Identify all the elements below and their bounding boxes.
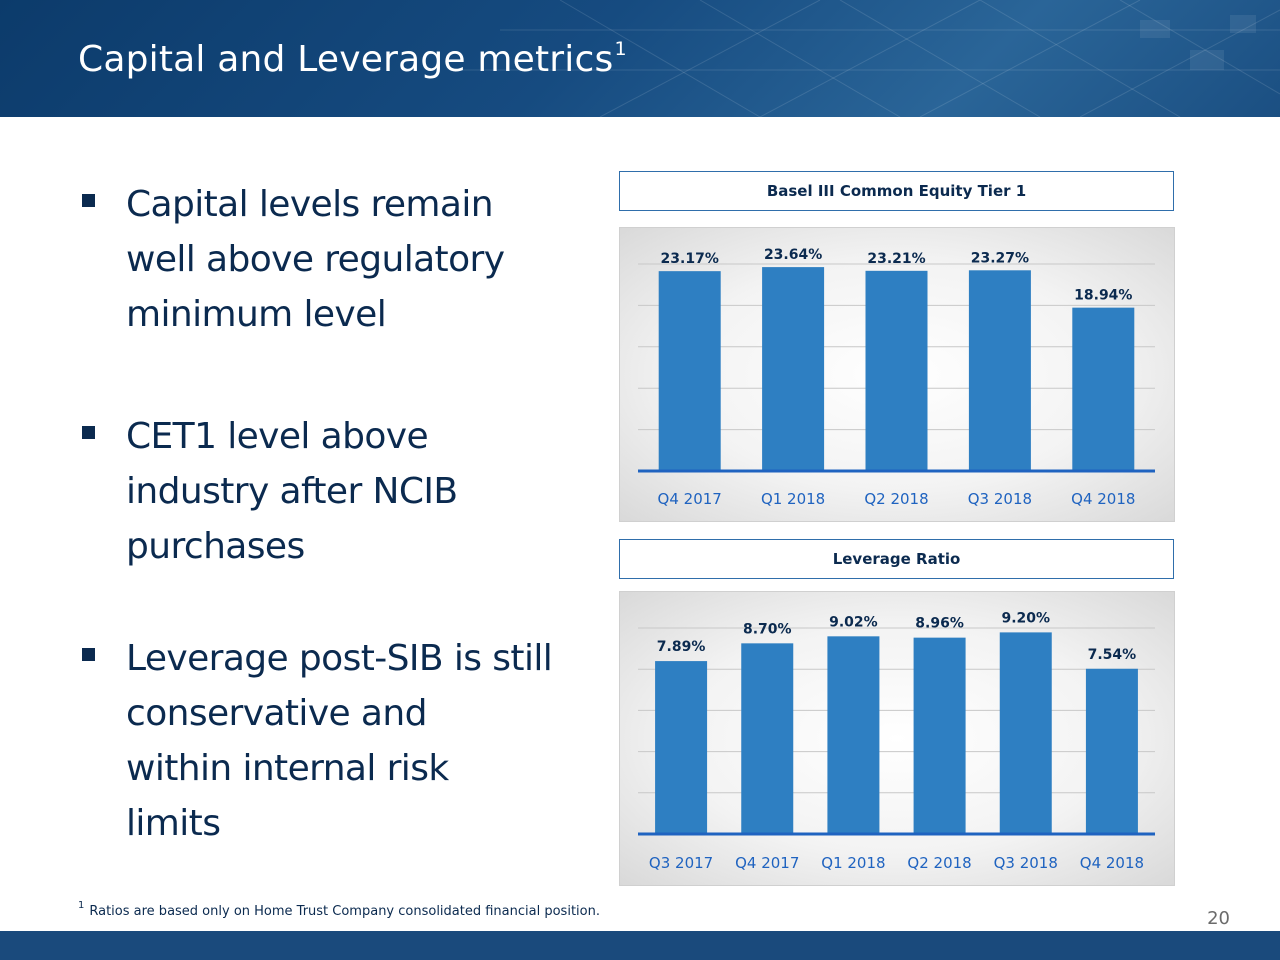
data-label: 7.54% xyxy=(1088,647,1137,663)
cet1-chart-svg: 23.17% Q4 2017 23.64% Q1 2018 23.21% Q2 2018 2… xyxy=(638,247,1155,508)
footnote-text: Ratios are based only on Home Trust Comp… xyxy=(89,904,600,919)
tick-label: Q1 2018 xyxy=(761,490,825,508)
bullet-list: Capital levels remain well above regulat… xyxy=(78,177,598,851)
bar xyxy=(762,267,825,471)
bar xyxy=(865,270,928,471)
page-number: 20 xyxy=(1207,908,1230,929)
bar xyxy=(655,661,708,834)
tick-label: Q3 2018 xyxy=(994,854,1058,872)
bar xyxy=(968,270,1031,471)
bullet-item: Leverage post-SIB is still conservative … xyxy=(78,631,598,851)
cet1-chart-title: Basel III Common Equity Tier 1 xyxy=(619,171,1174,211)
bar xyxy=(827,636,880,834)
bullet-square-icon xyxy=(82,648,95,661)
data-label: 18.94% xyxy=(1074,288,1132,304)
tick-label: Q3 2017 xyxy=(649,854,713,872)
data-label: 8.96% xyxy=(915,616,964,632)
tick-label: Q2 2018 xyxy=(864,490,928,508)
tick-label: Q1 2018 xyxy=(821,854,885,872)
tick-label: Q4 2018 xyxy=(1080,854,1144,872)
leverage-chart-svg: 7.89% Q3 2017 8.70% Q4 2017 9.02% Q1 2018 8.96… xyxy=(638,610,1155,872)
footnote: 1 Ratios are based only on Home Trust Com… xyxy=(78,900,600,919)
footnote-mark: 1 xyxy=(78,900,85,911)
cet1-chart: 23.17% Q4 2017 23.64% Q1 2018 23.21% Q2 2018 2… xyxy=(619,227,1175,522)
leverage-chart: 7.89% Q3 2017 8.70% Q4 2017 9.02% Q1 2018 8.96… xyxy=(619,591,1175,886)
bullet-text: Capital levels remain well above regulat… xyxy=(126,184,505,335)
data-label: 7.89% xyxy=(657,639,706,655)
tick-label: Q2 2018 xyxy=(907,854,971,872)
slide-title: Capital and Leverage metrics1 xyxy=(78,38,627,80)
bullet-square-icon xyxy=(82,426,95,439)
building-background xyxy=(450,0,1280,117)
bullet-square-icon xyxy=(82,194,95,207)
bullet-item: Capital levels remain well above regulat… xyxy=(78,177,598,409)
data-label: 23.17% xyxy=(661,251,719,267)
bar xyxy=(913,637,966,834)
slide-header: Capital and Leverage metrics1 xyxy=(0,0,1280,117)
bullet-item: CET1 level above industry after NCIB pur… xyxy=(78,409,598,631)
data-label: 8.70% xyxy=(743,621,792,637)
bar xyxy=(741,643,794,834)
leverage-chart-title: Leverage Ratio xyxy=(619,539,1174,579)
title-footnote-mark: 1 xyxy=(614,38,627,60)
tick-label: Q4 2018 xyxy=(1071,490,1135,508)
data-label: 23.21% xyxy=(867,251,925,267)
bullet-text: Leverage post-SIB is still conservative … xyxy=(126,638,553,844)
data-label: 23.64% xyxy=(764,247,822,263)
bar xyxy=(1072,307,1135,471)
data-label: 9.20% xyxy=(1001,610,1050,626)
tick-label: Q4 2017 xyxy=(658,490,722,508)
tick-label: Q4 2017 xyxy=(735,854,799,872)
bar xyxy=(1085,668,1138,834)
bullet-text: CET1 level above industry after NCIB pur… xyxy=(126,416,458,567)
footer-band xyxy=(0,931,1280,960)
tick-label: Q3 2018 xyxy=(968,490,1032,508)
data-label: 9.02% xyxy=(829,614,878,630)
data-label: 23.27% xyxy=(971,250,1029,266)
bar xyxy=(999,632,1052,834)
bar xyxy=(658,271,721,471)
